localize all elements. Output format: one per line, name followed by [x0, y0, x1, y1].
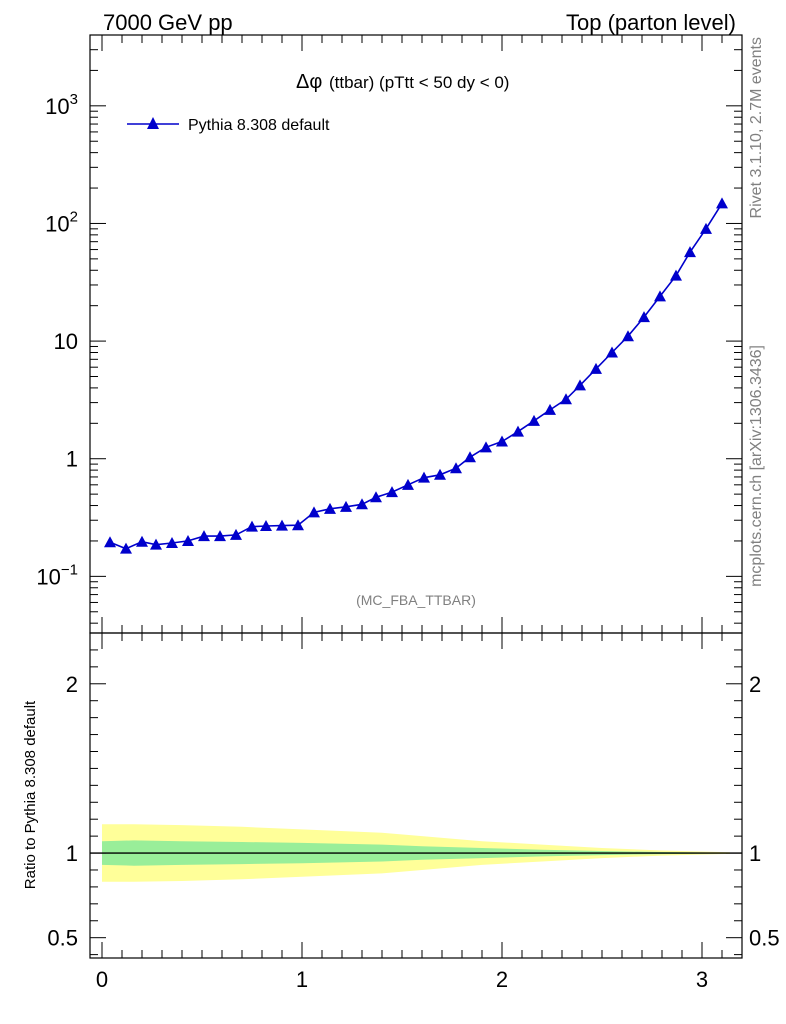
main-y-tick-label: 102 — [45, 208, 78, 236]
data-point-marker — [276, 519, 288, 531]
data-point-marker — [512, 425, 524, 437]
ratio-y-tick-label-right: 1 — [749, 841, 761, 866]
main-y-tick-label: 103 — [45, 91, 78, 119]
data-point-marker — [402, 478, 414, 490]
ratio-frame — [89, 632, 743, 959]
data-point-marker — [292, 519, 304, 531]
plot-title: (ttbar) (pTtt < 50 dy < 0) — [329, 73, 509, 92]
main-y-tick-labels: 10−1 1 10 102 103 — [36, 91, 78, 590]
data-point-marker — [198, 530, 210, 542]
data-point-marker — [214, 530, 226, 542]
ratio-tick-labels: 0.5 0.5 1 1 2 2 0 1 2 3 — [47, 672, 779, 992]
data-point-marker — [166, 537, 178, 549]
data-point-marker — [700, 222, 712, 234]
ratio-y-tick-label-right: 2 — [749, 672, 761, 697]
x-tick-label: 1 — [296, 967, 308, 992]
main-y-tick-label: 10 — [54, 329, 78, 354]
data-point-marker — [684, 246, 696, 258]
data-point-marker — [574, 379, 586, 391]
main-panel: 10−1 1 10 102 103 Δφ (ttbar) (pTtt < 50 dy <… — [36, 34, 743, 634]
legend: Pythia 8.308 default — [127, 117, 330, 134]
data-point-marker — [136, 535, 148, 547]
x-tick-label: 2 — [496, 967, 508, 992]
main-y-tick-label: 10−1 — [36, 561, 78, 589]
ratio-ticks — [90, 633, 743, 958]
data-point-marker — [104, 536, 116, 548]
data-point-marker — [670, 269, 682, 281]
analysis-watermark: (MC_FBA_TTBAR) — [356, 592, 476, 608]
data-point-marker — [150, 538, 162, 550]
data-point-marker — [622, 330, 634, 342]
data-point-marker — [450, 462, 462, 474]
data-point-marker — [230, 528, 242, 540]
legend-triangle-marker — [147, 117, 159, 129]
data-point-marker — [370, 491, 382, 503]
ratio-panel: 0.5 0.5 1 1 2 2 0 1 2 3 Ratio to Pythia 8.308 def… — [22, 632, 780, 992]
data-point-marker — [182, 534, 194, 546]
ratio-y-tick-label-right: 0.5 — [749, 926, 780, 951]
data-point-marker — [544, 403, 556, 415]
ratio-y-tick-label: 1 — [66, 841, 78, 866]
data-point-marker — [638, 311, 650, 323]
rivet-label: Rivet 3.1.10, 2.7M events — [748, 37, 765, 218]
data-point-marker — [606, 346, 618, 358]
data-point-marker — [340, 500, 352, 512]
main-y-tick-label: 1 — [66, 447, 78, 472]
data-point-marker — [464, 451, 476, 463]
energy-label: 7000 GeV pp — [103, 10, 233, 35]
data-point-marker — [260, 519, 272, 531]
plot-title-symbol: Δφ — [296, 71, 322, 93]
data-point-marker — [120, 542, 132, 554]
ratio-y-tick-label: 2 — [66, 672, 78, 697]
data-point-marker — [418, 471, 430, 483]
main-ticks — [90, 34, 743, 633]
data-point-marker — [308, 506, 320, 518]
data-point-marker — [496, 435, 508, 447]
mcplots-label: mcplots.cern.ch [arXiv:1306.3436] — [748, 345, 765, 587]
ratio-y-axis-label: Ratio to Pythia 8.308 default — [22, 700, 39, 889]
data-point-marker — [590, 362, 602, 374]
data-point-marker — [654, 290, 666, 302]
data-point-marker — [560, 393, 572, 405]
data-point-marker — [386, 486, 398, 498]
data-point-marker — [246, 520, 258, 532]
x-tick-label: 3 — [696, 967, 708, 992]
data-point-marker — [434, 468, 446, 480]
series-line-pythia — [109, 202, 723, 550]
data-point-marker — [324, 502, 336, 514]
x-tick-label: 0 — [96, 967, 108, 992]
ratio-y-tick-label: 0.5 — [47, 926, 78, 951]
series-markers-pythia — [104, 197, 728, 554]
data-point-marker — [528, 414, 540, 426]
legend-label: Pythia 8.308 default — [188, 117, 330, 134]
data-point-marker — [480, 441, 492, 453]
process-label: Top (parton level) — [566, 10, 736, 35]
data-point-marker — [356, 498, 368, 510]
data-point-marker — [716, 197, 728, 209]
